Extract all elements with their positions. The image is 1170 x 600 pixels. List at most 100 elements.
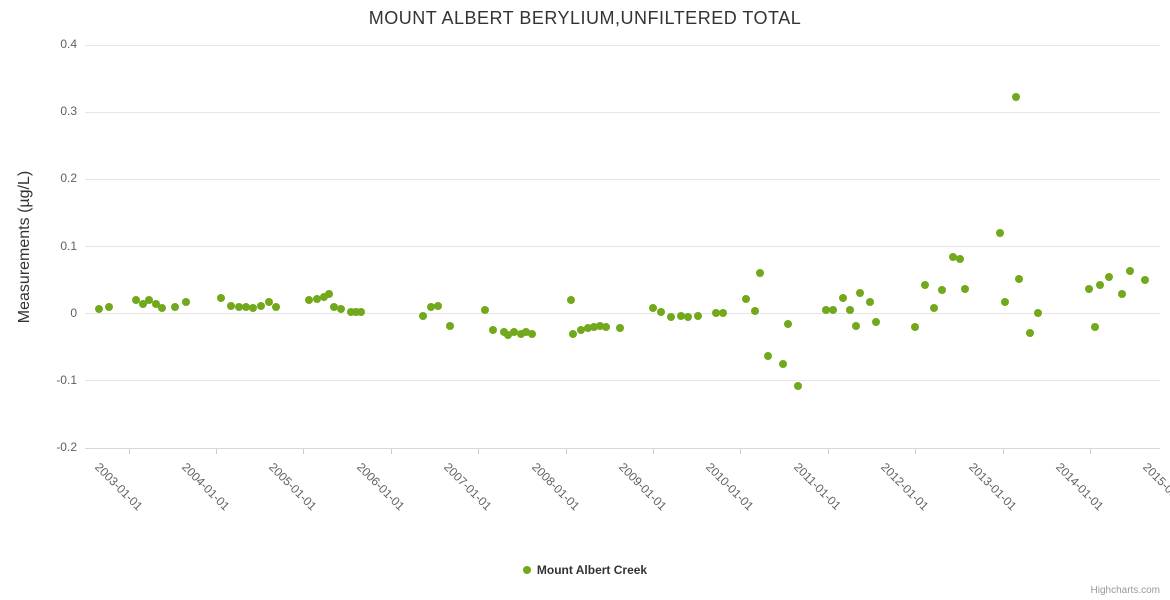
data-point[interactable] (157, 304, 166, 313)
data-point[interactable] (1105, 272, 1114, 281)
data-point[interactable] (272, 302, 281, 311)
data-point[interactable] (151, 300, 160, 309)
data-point[interactable] (589, 323, 598, 332)
data-point[interactable] (911, 323, 920, 332)
data-point[interactable] (961, 284, 970, 293)
data-point[interactable] (838, 293, 847, 302)
data-point[interactable] (584, 324, 593, 333)
data-point[interactable] (595, 321, 604, 330)
data-point[interactable] (241, 302, 250, 311)
data-point[interactable] (1001, 298, 1010, 307)
x-axis-tick-mark (915, 449, 917, 454)
data-point[interactable] (948, 252, 957, 261)
highcharts-credits-link[interactable]: Highcharts.com (1090, 585, 1160, 596)
data-point[interactable] (601, 323, 610, 332)
data-point[interactable] (427, 302, 436, 311)
data-point[interactable] (419, 311, 428, 320)
data-point[interactable] (1085, 284, 1094, 293)
data-point[interactable] (337, 304, 346, 313)
data-point[interactable] (566, 295, 575, 304)
data-point[interactable] (1118, 289, 1127, 298)
data-point[interactable] (489, 326, 498, 335)
data-point[interactable] (324, 289, 333, 298)
data-point[interactable] (851, 321, 860, 330)
data-point[interactable] (656, 308, 665, 317)
data-point[interactable] (517, 329, 526, 338)
data-point[interactable] (131, 296, 140, 305)
data-point[interactable] (528, 329, 537, 338)
data-point[interactable] (938, 286, 947, 295)
data-point[interactable] (684, 313, 693, 322)
x-axis-line (85, 448, 1160, 449)
data-point[interactable] (677, 311, 686, 320)
data-point[interactable] (226, 301, 235, 310)
data-point[interactable] (577, 326, 586, 335)
data-point[interactable] (481, 306, 490, 315)
legend-item[interactable]: Mount Albert Creek (0, 563, 1170, 577)
data-point[interactable] (955, 254, 964, 263)
data-point[interactable] (434, 301, 443, 310)
data-point[interactable] (330, 302, 339, 311)
data-point[interactable] (94, 304, 103, 313)
data-point[interactable] (712, 308, 721, 317)
data-point[interactable] (499, 328, 508, 337)
data-point[interactable] (763, 351, 772, 360)
data-point[interactable] (829, 305, 838, 314)
data-point[interactable] (779, 360, 788, 369)
data-point[interactable] (351, 308, 360, 317)
data-point[interactable] (822, 306, 831, 315)
data-point[interactable] (741, 294, 750, 303)
data-point[interactable] (346, 307, 355, 316)
x-axis-tick-mark (1090, 449, 1092, 454)
x-axis-tick-mark (1002, 449, 1004, 454)
data-point[interactable] (1095, 280, 1104, 289)
data-point[interactable] (856, 288, 865, 297)
data-point[interactable] (666, 313, 675, 322)
data-point[interactable] (845, 306, 854, 315)
data-point[interactable] (510, 328, 519, 337)
data-point[interactable] (171, 302, 180, 311)
data-point[interactable] (1011, 93, 1020, 102)
data-point[interactable] (256, 301, 265, 310)
x-axis-tick-label: 2005-01-01 (266, 460, 320, 514)
data-point[interactable] (794, 381, 803, 390)
data-point[interactable] (996, 229, 1005, 238)
data-point[interactable] (217, 294, 226, 303)
data-point[interactable] (104, 302, 113, 311)
data-point[interactable] (1141, 276, 1150, 285)
data-point[interactable] (719, 308, 727, 317)
data-point[interactable] (1033, 308, 1042, 317)
data-point[interactable] (357, 307, 366, 316)
data-point[interactable] (138, 299, 147, 308)
data-point[interactable] (755, 268, 764, 277)
data-point[interactable] (751, 306, 760, 315)
data-point[interactable] (248, 304, 257, 313)
data-point[interactable] (693, 311, 702, 320)
data-point[interactable] (568, 329, 577, 338)
y-axis-tick-label: -0.1 (56, 372, 77, 387)
data-point[interactable] (649, 304, 658, 313)
data-point[interactable] (1091, 323, 1100, 332)
data-point[interactable] (920, 281, 929, 290)
data-point[interactable] (504, 331, 512, 340)
data-point[interactable] (929, 304, 938, 313)
x-axis-tick-mark (128, 449, 130, 454)
data-point[interactable] (522, 327, 531, 336)
data-point[interactable] (304, 296, 313, 305)
data-point[interactable] (234, 302, 243, 311)
data-point[interactable] (144, 296, 153, 305)
x-axis-tick-label: 2008-01-01 (528, 460, 583, 514)
data-point[interactable] (865, 297, 874, 306)
data-point[interactable] (319, 292, 328, 301)
y-gridline (85, 380, 1160, 382)
data-point[interactable] (615, 324, 624, 333)
data-point[interactable] (264, 298, 273, 307)
data-point[interactable] (1025, 329, 1034, 338)
data-point[interactable] (871, 317, 880, 326)
data-point[interactable] (783, 319, 792, 328)
data-point[interactable] (312, 294, 321, 303)
data-point[interactable] (446, 321, 455, 330)
data-point[interactable] (182, 297, 191, 306)
data-point[interactable] (1015, 275, 1024, 284)
data-point[interactable] (1126, 267, 1135, 276)
